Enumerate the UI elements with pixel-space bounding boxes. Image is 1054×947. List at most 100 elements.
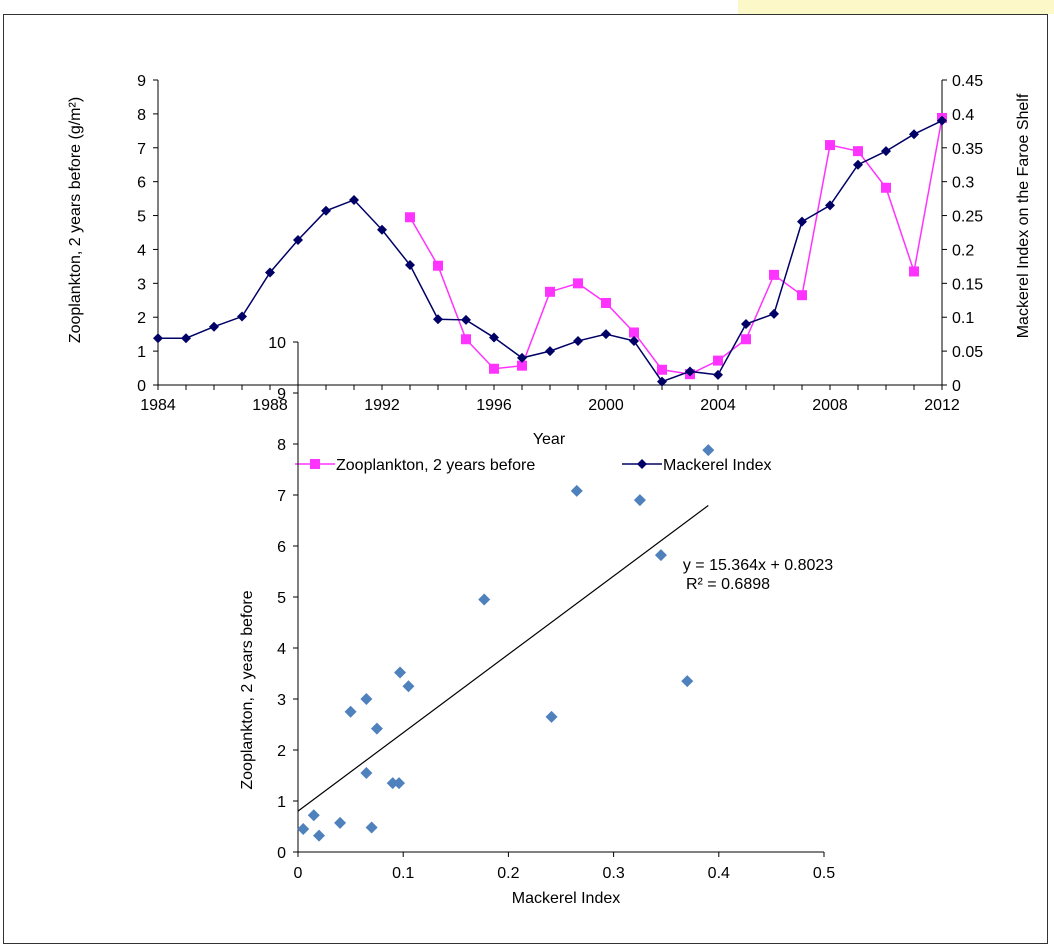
scatter-chart: 0 1 2 3 4 5 6 7 8 9 10 0 0.1 0.2 0.3 0.4 0.5 y = 15.364x… [239, 335, 835, 907]
zooplankton-data-point [573, 278, 583, 289]
scatter-data-point [370, 722, 383, 735]
scatter-data-point [654, 549, 667, 562]
scatter-x-tick-label: 0.2 [497, 865, 519, 882]
left-axis-tick-label: 1 [137, 344, 146, 361]
line-chart-right-axis-title: Mackerel Index on the Faroe Shelf [1015, 93, 1032, 338]
right-axis-tick-label: 0.1 [952, 310, 974, 327]
scatter-data-point [633, 494, 646, 507]
mackerel-data-point [601, 329, 611, 340]
mackerel-data-point [657, 376, 667, 387]
zooplankton-data-point [517, 360, 527, 371]
mackerel-data-point [517, 352, 527, 363]
scatter-data-point [681, 675, 694, 688]
zooplankton-data-point [853, 146, 863, 157]
scatter-y-tick-label: 5 [277, 590, 286, 607]
scatter-chart-axes: 0 1 2 3 4 5 6 7 8 9 10 0 0.1 0.2 0.3 0.4 0.5 [268, 335, 835, 882]
right-axis-tick-label: 0 [952, 378, 961, 395]
legend-label-mackerel: Mackerel Index [663, 457, 772, 474]
mackerel-data-point [881, 146, 891, 157]
mackerel-data-point [209, 321, 219, 332]
left-axis-tick-label: 4 [137, 242, 146, 259]
scatter-y-tick-label: 2 [277, 743, 286, 760]
mackerel-data-point [685, 366, 695, 377]
trendline-r-squared: R² = 0.6898 [686, 576, 770, 593]
zooplankton-data-point [657, 364, 667, 375]
right-axis-tick-label: 0.45 [952, 73, 983, 90]
mackerel-data-point [489, 332, 499, 343]
mackerel-data-point [461, 314, 471, 325]
scatter-trendline [297, 505, 709, 812]
left-axis-tick-label: 0 [137, 378, 146, 395]
mackerel-data-point [629, 335, 639, 346]
scatter-chart-points [297, 444, 715, 842]
left-axis-tick-label: 8 [137, 107, 146, 124]
x-axis-tick-label: 1996 [476, 397, 512, 414]
scatter-x-axis-title: Mackerel Index [512, 890, 621, 907]
mackerel-data-point [433, 314, 443, 325]
scatter-y-tick-label: 6 [277, 539, 286, 556]
scatter-data-point [334, 816, 347, 829]
right-axis-tick-label: 0.3 [952, 175, 974, 192]
left-axis-tick-label: 3 [137, 276, 146, 293]
mackerel-data-point [377, 224, 387, 235]
mackerel-data-point [349, 194, 359, 205]
scatter-data-point [365, 821, 378, 834]
legend-swatch-zooplankton-marker [310, 459, 320, 469]
mackerel-data-point [405, 260, 415, 271]
zooplankton-data-point [433, 260, 443, 271]
scatter-data-point [360, 693, 373, 705]
mackerel-data-point [769, 308, 779, 319]
right-axis-tick-label: 0.4 [952, 107, 974, 124]
scatter-y-tick-label: 8 [277, 437, 286, 454]
trendline-equation: y = 15.364x + 0.8023 [683, 557, 833, 574]
scatter-x-tick-label: 0.1 [392, 865, 414, 882]
x-axis-tick-label: 2012 [924, 397, 960, 414]
scatter-data-point [386, 777, 399, 790]
scatter-data-point [402, 680, 415, 693]
zooplankton-data-point [713, 355, 723, 366]
left-axis-tick-label: 5 [137, 209, 146, 226]
mackerel-data-point [825, 200, 835, 211]
scatter-data-point [702, 444, 715, 457]
zooplankton-data-point [881, 182, 891, 193]
x-axis-tick-label: 2004 [700, 397, 736, 414]
mackerel-data-point [153, 333, 163, 344]
x-axis-tick-label: 1992 [364, 397, 400, 414]
scatter-data-point [344, 705, 357, 718]
scatter-y-tick-label: 0 [277, 845, 286, 862]
scatter-data-point [394, 666, 407, 679]
legend-label-zooplankton: Zooplankton, 2 years before [336, 457, 535, 474]
line-chart-left-axis-title: Zooplankton, 2 years before (g/m²) [67, 97, 84, 343]
mackerel-data-point [293, 234, 303, 245]
scatter-y-tick-label: 1 [277, 794, 286, 811]
mackerel-data-point [937, 115, 947, 126]
line-chart: 0 1 2 3 4 5 6 7 8 9 0 0.05 0.1 0.15 0.2 0.25 0.3 0.35 0.4 0… [67, 73, 1032, 474]
right-axis-tick-label: 0.35 [952, 141, 983, 158]
mackerel-data-point [265, 267, 275, 278]
scatter-x-tick-label: 0 [294, 865, 303, 882]
right-axis-tick-label: 0.25 [952, 209, 983, 226]
note-tab [738, 0, 1054, 14]
zooplankton-data-point [629, 327, 639, 338]
mackerel-data-point [853, 159, 863, 170]
left-axis-tick-label: 6 [137, 175, 146, 192]
zooplankton-data-point [405, 212, 415, 223]
scatter-y-tick-label: 9 [277, 386, 286, 403]
x-axis-tick-label: 2000 [588, 397, 624, 414]
x-axis-tick-label: 1984 [140, 397, 176, 414]
mackerel-data-point [909, 129, 919, 140]
scatter-data-point [360, 766, 373, 779]
mackerel-data-point [237, 311, 247, 322]
left-axis-tick-label: 2 [137, 310, 146, 327]
left-axis-tick-label: 7 [137, 141, 146, 158]
scatter-data-point [307, 809, 320, 822]
figure-frame [3, 14, 1048, 944]
mackerel-data-point [545, 346, 555, 357]
line-chart-axes: 0 1 2 3 4 5 6 7 8 9 0 0.05 0.1 0.15 0.2 0.25 0.3 0.35 0.4 0… [137, 73, 983, 414]
scatter-data-point [570, 484, 583, 497]
scatter-data-point [313, 829, 326, 842]
scatter-data-point [392, 777, 405, 790]
mackerel-data-point [181, 333, 191, 344]
